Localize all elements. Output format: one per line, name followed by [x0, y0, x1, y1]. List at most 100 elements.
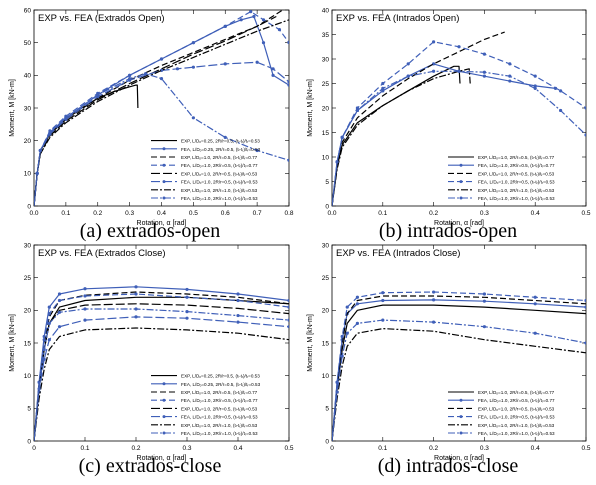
data-point [277, 28, 282, 32]
data-point [175, 67, 180, 71]
data-point [340, 334, 344, 339]
x-tick-label: 0.2 [429, 445, 438, 452]
legend-entry: FEA, L/Dₒ=1.0, 2R/r=0.5, (tₗ-tᵣ)/tᵣ=0.77 [181, 163, 258, 168]
data-point [482, 292, 486, 296]
y-tick-label: 25 [24, 275, 32, 282]
legend-entry: EXP, L/Dₒ=1.0, 2R/r=0.5, (tₗ-tᵣ)/tᵣ=0.77 [478, 155, 555, 160]
data-point [223, 62, 227, 66]
y-tick-label: 25 [322, 81, 330, 88]
data-point [584, 341, 586, 345]
data-point [482, 299, 486, 303]
x-tick-label: 0 [330, 445, 334, 452]
legend-entry: EXP, L/Dₒ=1.0, 2R/r=0.5, (tₗ-tᵣ)/tᵣ=0.53 [478, 406, 555, 411]
legend-marker [162, 382, 166, 386]
x-tick-label: 0.3 [182, 445, 191, 452]
data-point [533, 295, 537, 299]
series-line-4 [34, 11, 289, 206]
data-point [381, 89, 385, 93]
chart-title: EXP vs. FEA (Intrados Close) [336, 248, 460, 259]
y-axis-label: Moment, M [kN-m] [9, 79, 16, 137]
data-point [261, 41, 266, 45]
data-point [64, 116, 68, 120]
legend-marker [459, 415, 463, 419]
series-line-5 [332, 328, 586, 441]
y-tick-label: 15 [24, 340, 32, 347]
y-tick-label: 20 [322, 308, 330, 315]
chart-title: EXP vs. FEA (Intrados Open) [336, 13, 459, 24]
legend: EXP, L/Dₒ=1.0, 2R/r=0.5, (tₗ-tᵣ)/tᵣ=0.77… [448, 390, 555, 436]
data-point [432, 320, 436, 324]
data-point [128, 73, 132, 77]
x-tick-label: 0.4 [531, 445, 540, 452]
data-point [83, 318, 87, 322]
data-point [287, 158, 289, 162]
chart-panel-a: 0.0 0.1 0.2 0.3 0.4 0.5 0.6 0.7 0.8 0 10 20 30 40 50 60… [9, 7, 294, 227]
y-tick-label: 60 [24, 7, 32, 14]
y-tick-label: 30 [322, 56, 330, 63]
y-tick-label: 10 [322, 373, 330, 380]
y-axis-label: Moment, M [kN-m] [307, 314, 314, 372]
data-point [47, 305, 51, 309]
series-line-4 [34, 293, 289, 441]
y-tick-label: 40 [24, 73, 32, 80]
x-tick-label: 0.4 [157, 210, 166, 217]
data-point [482, 52, 486, 56]
legend-marker [162, 180, 166, 184]
data-point [252, 14, 256, 19]
x-tick-label: 0 [32, 445, 36, 452]
data-point [559, 89, 563, 93]
legend-marker [162, 415, 166, 419]
legend-entry: FEA, L/Dₒ=1.0, 2R/r=0.5, (tₗ-tᵣ)/tᵣ=0.53 [478, 180, 555, 185]
y-tick-label: 30 [24, 105, 32, 112]
data-point [287, 305, 289, 309]
y-tick-label: 35 [322, 32, 330, 39]
x-tick-label: 0.3 [125, 210, 134, 217]
y-tick-label: 0 [325, 203, 329, 210]
plot-frame [331, 9, 587, 207]
data-point [57, 298, 62, 303]
legend-entry: EXP, L/Dₒ=1.0, 2R/r=0.5, (tₗ-tᵣ)/tᵣ=0.53 [181, 406, 258, 411]
legend-marker [162, 147, 166, 151]
plot-frame [33, 9, 290, 207]
y-tick-label: 5 [325, 179, 329, 186]
data-point [533, 86, 537, 90]
data-point [128, 77, 132, 81]
legend-entry: EXP, L/Dₒ=0.25, 2R/r=0.5, (tₗ-tᵣ)/tᵣ=0.5… [181, 374, 260, 379]
plot-frame [33, 244, 290, 442]
y-tick-label: 30 [24, 242, 32, 249]
x-tick-label: 0.3 [480, 445, 489, 452]
series-line-2 [332, 299, 586, 441]
series-group [332, 290, 586, 441]
x-tick-label: 0.1 [80, 445, 89, 452]
x-tick-label: 0.0 [29, 210, 38, 217]
series-line-3 [34, 10, 283, 206]
data-point [287, 41, 289, 45]
data-point [185, 295, 189, 299]
data-point [381, 81, 385, 86]
y-tick-label: 0 [325, 438, 329, 445]
y-tick-label: 20 [322, 105, 330, 112]
data-point [533, 84, 537, 88]
legend-entry: EXP, L/Dₒ=1.0, 2R/r=0.5, (tₗ-tᵣ)/tᵣ=0.53 [478, 171, 555, 176]
data-point [355, 295, 359, 299]
data-point [261, 18, 266, 22]
legend-entry: FEA, L/Dₒ=1.0, 2R/r=1.0, (tₗ-tᵣ)/tᵣ=0.53 [478, 431, 555, 436]
series-line-8 [34, 308, 289, 441]
data-point [381, 318, 385, 322]
y-tick-label: 10 [24, 171, 32, 178]
data-point [236, 292, 240, 296]
data-point [57, 310, 62, 314]
data-point [340, 135, 344, 139]
data-point [185, 287, 189, 292]
data-point [83, 294, 87, 298]
data-point [255, 148, 259, 153]
data-point [134, 292, 138, 296]
data-point [47, 338, 51, 342]
x-tick-label: 0.2 [131, 445, 140, 452]
series-group [34, 10, 289, 206]
y-tick-label: 40 [322, 7, 330, 14]
chart-title: EXP vs. FEA (Extrados Close) [38, 248, 166, 259]
data-point [355, 321, 359, 325]
data-point [432, 40, 436, 44]
data-point [47, 312, 51, 316]
